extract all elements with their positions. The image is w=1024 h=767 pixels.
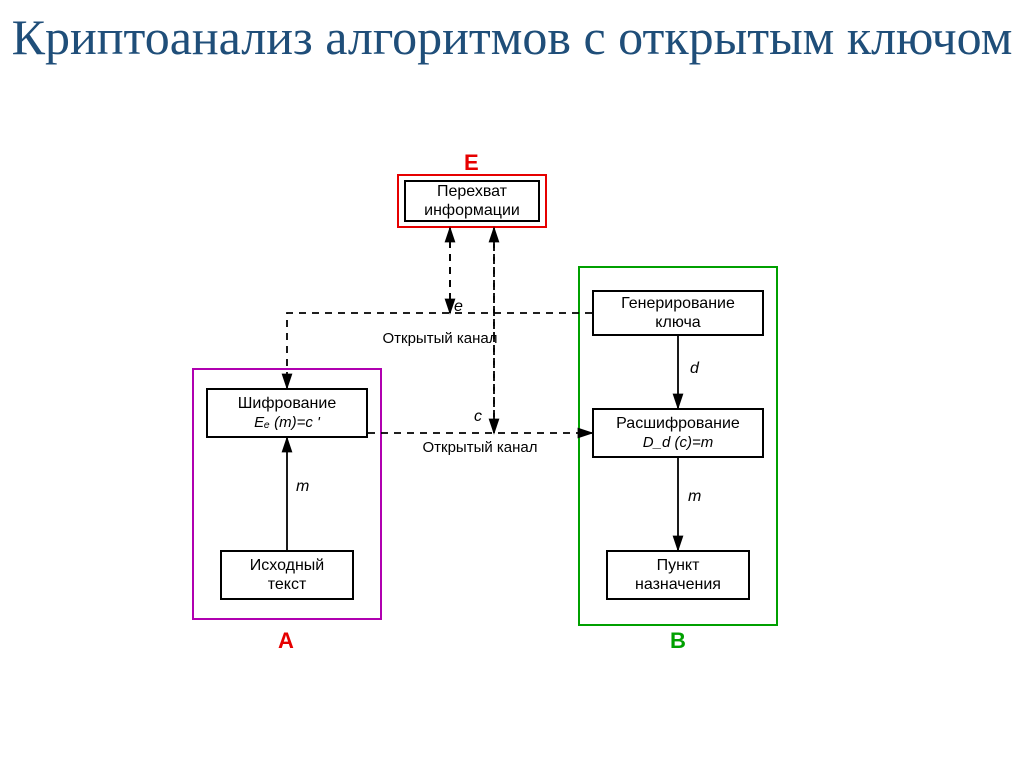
node-keygen-line1: Генерирование — [621, 294, 735, 313]
label-e: e — [454, 298, 463, 316]
node-keygen: Генерирование ключа — [592, 290, 764, 336]
node-keygen-line2: ключа — [655, 313, 700, 332]
node-intercept-line2: информации — [424, 201, 520, 220]
node-decrypt: Расшифрование D_d (c)=m — [592, 408, 764, 458]
diagram-canvas: E A B Перехват информации Генерирование … — [160, 150, 880, 710]
node-dest-line2: назначения — [635, 575, 721, 594]
label-m-left: m — [296, 478, 309, 496]
node-source-line1: Исходный — [250, 556, 324, 575]
label-open-channel-top: Открытый канал — [370, 330, 510, 347]
node-encrypt-line1: Шифрование — [238, 394, 336, 413]
page-title: Криптоанализ алгоритмов с открытым ключо… — [0, 0, 1024, 65]
node-dest-line1: Пункт — [657, 556, 700, 575]
node-intercept-line1: Перехват — [437, 182, 507, 201]
node-encrypt: Шифрование Eₑ (m)=c ' — [206, 388, 368, 438]
node-decrypt-formula: D_d (c)=m — [643, 434, 713, 452]
group-e-label: E — [464, 150, 479, 176]
node-decrypt-line1: Расшифрование — [616, 414, 740, 433]
label-c: c — [474, 408, 482, 426]
group-a-label: A — [278, 628, 294, 654]
label-m-right: m — [688, 488, 701, 506]
node-encrypt-formula: Eₑ (m)=c ' — [254, 414, 320, 432]
group-b-label: B — [670, 628, 686, 654]
node-dest: Пункт назначения — [606, 550, 750, 600]
node-intercept: Перехват информации — [404, 180, 540, 222]
node-source-line2: текст — [268, 575, 307, 594]
label-d: d — [690, 360, 699, 378]
node-source: Исходный текст — [220, 550, 354, 600]
label-open-channel-mid: Открытый канал — [410, 439, 550, 456]
